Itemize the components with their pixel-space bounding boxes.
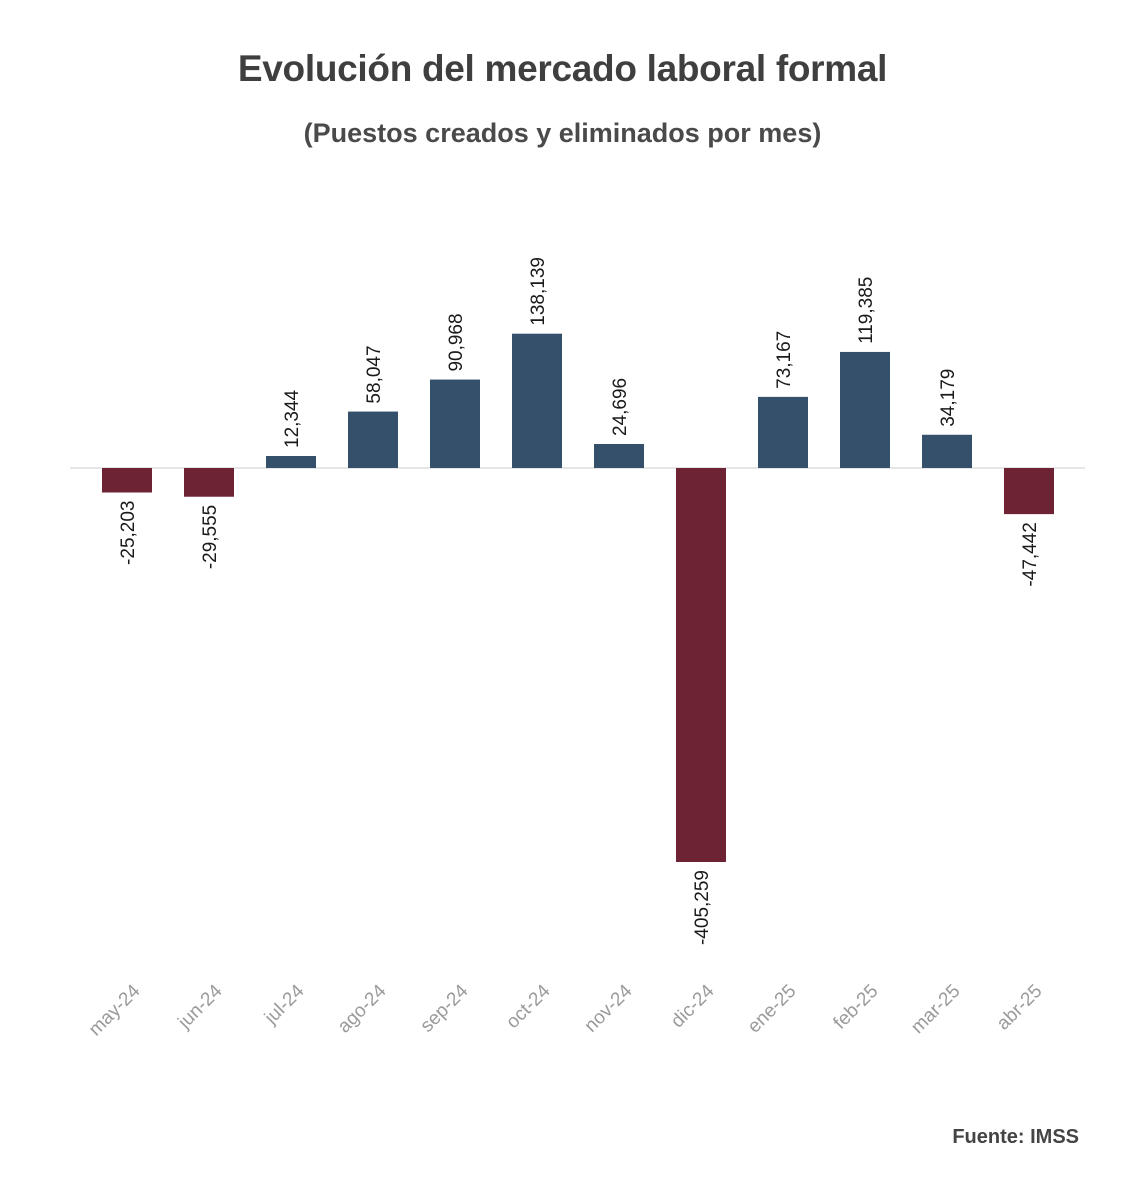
chart-subtitle: (Puestos creados y eliminados por mes) — [303, 118, 822, 148]
source-note: Fuente: IMSS — [952, 1126, 1079, 1148]
bar-mar-25 — [922, 434, 972, 468]
value-label-abr-25: -47,442 — [1020, 522, 1041, 586]
category-label-ago-24: ago-24 — [334, 980, 391, 1037]
category-label-abr-25: abr-25 — [993, 981, 1047, 1035]
bar-ago-24 — [348, 411, 398, 468]
bar-dic-24 — [676, 468, 726, 862]
chart-title: Evolución del mercado laboral formal — [237, 48, 888, 89]
category-label-sep-24: sep-24 — [417, 980, 473, 1036]
value-label-oct-24: 138,139 — [528, 257, 549, 326]
category-label-jul-24: jul-24 — [260, 980, 309, 1029]
category-label-ene-25: ene-25 — [744, 981, 801, 1038]
category-label-jun-24: jun-24 — [174, 980, 227, 1033]
value-label-nov-24: 24,696 — [610, 378, 631, 436]
bar-may-24 — [102, 468, 152, 493]
value-label-mar-25: 34,179 — [938, 369, 959, 427]
category-label-nov-24: nov-24 — [581, 980, 637, 1036]
value-label-may-24: -25,203 — [118, 501, 139, 565]
bar-oct-24 — [512, 333, 562, 468]
value-label-jul-24: 12,344 — [282, 389, 303, 448]
value-label-feb-25: 119,385 — [856, 277, 877, 344]
value-label-jun-24: -29,555 — [200, 505, 221, 569]
category-label-mar-25: mar-25 — [907, 981, 964, 1038]
value-label-dic-24: -405,259 — [692, 870, 713, 945]
bar-ene-25 — [758, 396, 808, 468]
bar-feb-25 — [840, 351, 890, 468]
bar-jul-24 — [266, 455, 316, 468]
value-label-ago-24: 58,047 — [364, 345, 385, 403]
category-label-oct-24: oct-24 — [502, 980, 554, 1032]
bar-abr-25 — [1004, 468, 1054, 515]
value-label-ene-25: 73,167 — [774, 331, 795, 389]
value-label-sep-24: 90,968 — [446, 313, 467, 371]
bar-jun-24 — [184, 468, 234, 497]
category-label-may-24: may-24 — [85, 980, 145, 1040]
category-label-dic-24: dic-24 — [667, 980, 719, 1032]
bar-nov-24 — [594, 443, 644, 468]
bar-sep-24 — [430, 379, 480, 468]
category-label-feb-25: feb-25 — [830, 981, 883, 1034]
